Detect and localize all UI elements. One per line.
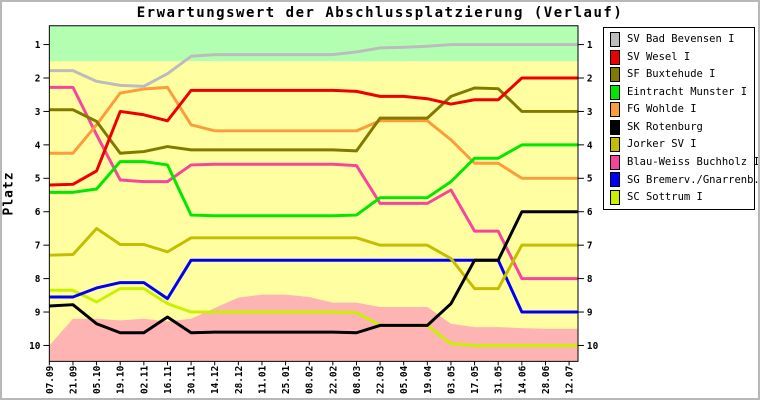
y-tick-label-right: 6 [587,207,593,218]
legend-item: SF Buxtehude I [610,67,754,83]
legend-swatch-icon [610,84,620,100]
legend-swatch-icon [610,172,620,188]
x-tick-label: 19.10 [116,365,127,394]
y-tick-label-left: 1 [35,40,41,51]
legend-item: SK Rotenburg [610,119,754,135]
y-tick-label-left: 10 [29,341,41,352]
legend-swatch-icon [610,102,620,118]
series-line-jorker-sv-i [49,226,578,291]
y-tick-label-right: 5 [587,174,593,185]
series-line-eintracht-munster-i [49,143,578,218]
legend-item: SG Bremerv./Gnarrenb. [610,172,758,188]
legend-label: SV Bad Bevensen I [627,33,735,46]
legend-item: SV Wesel I [610,49,754,65]
x-tick-label: 07.09 [45,365,56,394]
y-tick-label-right: 9 [587,307,593,318]
relegation-zone-band [49,294,578,362]
legend-label: SC Sottrum I [627,191,703,204]
legend: SV Bad Bevensen I SV Wesel I SF Buxtehude … [603,27,758,210]
legend-item: Eintracht Munster I [610,84,754,100]
legend-label: FG Wohlde I [627,103,697,116]
x-tick-label: 05.04 [399,365,410,394]
y-tick-label-left: 7 [35,241,41,252]
y-tick-label-left: 8 [35,274,41,285]
x-tick-label: 05.10 [92,365,103,394]
x-tick-label: 16.11 [163,365,174,394]
series-line-blau-weiss-buchholz-i [49,85,578,281]
x-tick-label: 22.03 [376,365,387,394]
legend-label: Blau-Weiss Buchholz I [627,156,760,168]
legend-swatch-icon [610,119,620,135]
y-tick-label-right: 2 [587,73,593,84]
x-tick-label: 14.12 [210,366,221,394]
x-tick-label: 02.11 [139,365,150,394]
legend-swatch-icon [610,67,620,83]
x-tick-label: 17.05 [470,365,481,394]
plot-border [48,25,579,362]
x-tick-label: 21.09 [68,365,79,394]
x-tick-label: 12.07 [565,366,576,394]
chart-title: Erwartungswert der Abschlussplatzierung … [136,5,624,21]
y-tick-label-left: 2 [35,73,41,84]
series-line-sv-bad-bevensen-i [49,43,578,88]
legend-item: Jorker SV I [610,137,754,153]
x-tick-label: 30.11 [187,365,198,394]
y-tick-label-right: 8 [587,274,593,285]
y-tick-label-right: 4 [587,140,593,151]
legend-item: SC Sottrum I [610,189,754,205]
legend-label: SF Buxtehude I [627,68,716,81]
y-tick-label-left: 3 [35,107,41,118]
legend-swatch-icon [610,154,620,170]
x-tick-label: 25.01 [281,365,292,394]
legend-swatch-icon [610,137,620,153]
series-line-sk-rotenburg [49,210,578,335]
y-tick-label-left: 5 [35,174,41,185]
y-tick-label-right: 7 [587,241,593,252]
legend-label: Eintracht Munster I [627,85,748,98]
y-tick-label-right: 1 [587,40,593,51]
y-tick-label-left: 9 [35,307,41,318]
legend-label: SV Wesel I [627,50,691,63]
legend-swatch-icon [610,32,620,48]
series-line-fg-wohlde-i [49,85,578,180]
x-tick-label: 11.01 [257,365,268,394]
series-line-sg-bremerv-gnarrenb- [49,258,578,314]
x-tick-label: 03.05 [446,365,457,394]
x-tick-label: 08.02 [305,366,316,394]
x-tick-label: 31.05 [494,365,505,394]
series-line-sv-wesel-i [49,76,578,187]
legend-swatch-icon [610,189,620,205]
x-tick-label: 22.02 [328,366,339,394]
x-tick-label: 14.06 [517,365,528,394]
x-tick-label: 19.04 [423,365,434,394]
x-tick-label: 28.06 [541,365,552,394]
y-tick-label-left: 6 [35,207,41,218]
legend-label: SK Rotenburg [627,120,703,133]
legend-label: Jorker SV I [627,138,697,151]
series-line-sc-sottrum-i [49,287,578,347]
legend-item: SV Bad Bevensen I [610,32,754,48]
legend-swatch-icon [610,49,620,65]
legend-item: Blau-Weiss Buchholz I [610,154,758,170]
x-tick-label: 28.12 [234,366,245,394]
y-tick-label-right: 10 [587,341,599,352]
legend-item: FG Wohlde I [610,102,754,118]
legend-label: SG Bremerv./Gnarrenb. [627,173,760,186]
series-line-sf-buxtehude-i [49,86,578,155]
y-tick-label-right: 3 [587,107,593,118]
x-tick-label: 08.03 [352,365,363,394]
y-tick-label-left: 4 [35,140,41,151]
